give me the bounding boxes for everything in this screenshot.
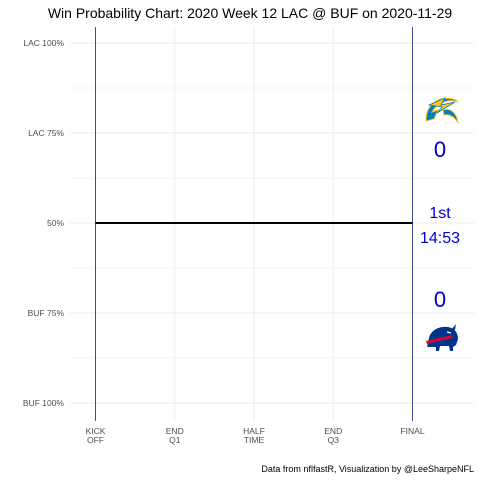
y-tick-labels: LAC 100% LAC 75% 50% BUF 75% BUF 100%: [23, 38, 65, 408]
y-tick-label: LAC 100%: [23, 38, 64, 48]
bills-buffalo-icon: [426, 324, 458, 351]
x-tick-labels: KICK OFF END Q1 HALF TIME END Q3 FINAL: [86, 426, 425, 445]
chargers-bolt-icon: [425, 97, 459, 124]
chart-title: Win Probability Chart: 2020 Week 12 LAC …: [48, 5, 453, 21]
x-tick-label: FINAL: [400, 426, 424, 436]
y-tick-label: LAC 75%: [28, 128, 64, 138]
y-tick-label: BUF 75%: [28, 308, 65, 318]
chart-caption: Data from nflfastR, Visualization by @Le…: [261, 464, 474, 474]
x-tick-label: KICK OFF: [86, 426, 106, 445]
x-tick-label: END Q1: [166, 426, 184, 445]
x-tick-label: HALF TIME: [243, 426, 265, 445]
y-tick-label: BUF 100%: [23, 398, 65, 408]
x-tick-label: END Q3: [324, 426, 342, 445]
game-quarter: 1st: [429, 205, 451, 222]
game-clock: 14:53: [420, 230, 460, 247]
away-score: 0: [434, 137, 446, 162]
home-score: 0: [434, 287, 446, 312]
y-tick-label: 50%: [47, 218, 64, 228]
